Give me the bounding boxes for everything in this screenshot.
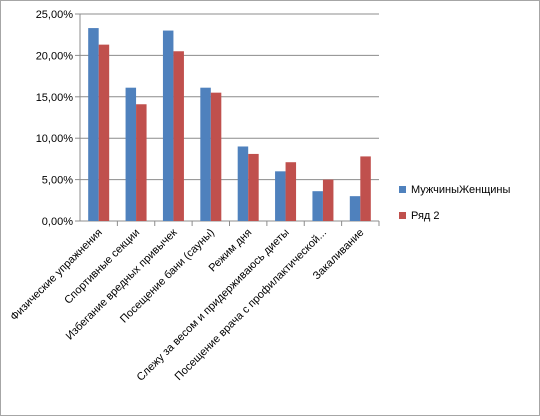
legend-label: МужчиныЖенщины bbox=[411, 184, 510, 196]
bar-2 bbox=[136, 104, 147, 221]
legend-swatch bbox=[399, 186, 406, 193]
y-tick-label: 10,00% bbox=[36, 133, 74, 145]
bar-1 bbox=[200, 87, 211, 221]
bar-2 bbox=[210, 92, 222, 221]
bar-1 bbox=[88, 28, 99, 221]
bar-1 bbox=[275, 171, 286, 221]
bars bbox=[88, 28, 371, 222]
y-tick-label: 15,00% bbox=[36, 92, 74, 104]
bar-2 bbox=[98, 44, 110, 221]
bar-1 bbox=[237, 146, 249, 221]
legend-swatch bbox=[399, 212, 406, 219]
bar-2 bbox=[285, 162, 297, 221]
legend: МужчиныЖенщины Ряд 2 bbox=[399, 184, 510, 222]
y-tick-label: 25,00% bbox=[36, 9, 74, 21]
bar-1 bbox=[125, 87, 137, 221]
bar-1 bbox=[312, 191, 323, 221]
y-tick-label: 0,00% bbox=[42, 216, 73, 228]
bar-2 bbox=[173, 51, 184, 222]
bar-1 bbox=[162, 30, 174, 222]
gridlines bbox=[80, 13, 379, 181]
legend-label: Ряд 2 bbox=[411, 210, 440, 222]
bar-2 bbox=[248, 153, 259, 221]
bar-2 bbox=[322, 179, 334, 221]
y-tick-labels: 0,00% 5,00% 10,00% 15,00% 20,00% 25,00% bbox=[36, 9, 74, 228]
bar-1 bbox=[349, 196, 361, 221]
y-tick-label: 20,00% bbox=[36, 50, 74, 62]
bar-2 bbox=[360, 156, 371, 221]
y-tick-label: 5,00% bbox=[42, 175, 73, 187]
